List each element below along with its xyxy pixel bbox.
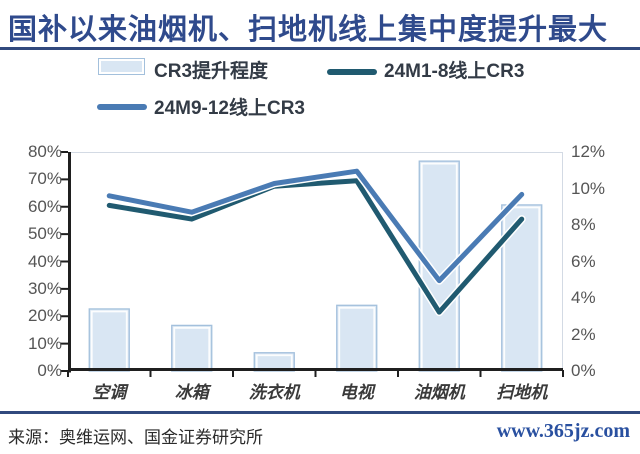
bar-空调: [88, 308, 130, 372]
y-right-tick-2%: 2%: [571, 324, 596, 344]
legend-line2-swatch: [97, 104, 147, 110]
y-left-tick-0%: 0%: [37, 361, 62, 380]
x-category-电视: 电视: [339, 383, 374, 402]
y-left-tick-40%: 40%: [27, 251, 62, 271]
x-category-洗衣机: 洗衣机: [248, 383, 300, 402]
footer-rule: [0, 411, 640, 414]
y-left-tick-80%: 80%: [27, 142, 62, 161]
x-category-空调: 空调: [92, 383, 127, 402]
y-left-tick-60%: 60%: [27, 196, 62, 216]
y-right-tick-10%: 10%: [571, 178, 606, 198]
combo-chart-plot: [61, 151, 564, 377]
site-link[interactable]: www.365jz.com: [496, 420, 630, 442]
axes: [61, 151, 564, 377]
title-underline: [0, 47, 640, 50]
legend-item-line1: 24M1-8线上CR3: [384, 61, 525, 82]
y-left-tick-20%: 20%: [27, 306, 62, 326]
legend-item-bar: CR3提升程度: [154, 61, 269, 82]
y-right-tick-4%: 4%: [571, 288, 596, 307]
y-right-tick-0%: 0%: [571, 361, 596, 380]
line-series-0: [106, 178, 525, 315]
x-category-冰箱: 冰箱: [174, 383, 209, 402]
line-series-1: [106, 168, 525, 284]
y-right-tick-6%: 6%: [571, 251, 596, 271]
x-category-扫地机: 扫地机: [496, 383, 548, 402]
page-title: 国补以来油烟机、扫地机线上集中度提升最大: [8, 14, 609, 46]
y-left-tick-30%: 30%: [27, 278, 62, 298]
y-left-tick-70%: 70%: [27, 169, 62, 189]
bar-冰箱: [171, 324, 213, 372]
legend-bar-swatch: [98, 58, 145, 75]
bars-group: [88, 160, 543, 372]
x-category-油烟机: 油烟机: [413, 383, 465, 402]
legend-item-line2: 24M9-12线上CR3: [154, 98, 305, 119]
legend-line1-swatch: [327, 69, 377, 75]
y-left-tick-10%: 10%: [27, 333, 62, 353]
y-right-tick-8%: 8%: [571, 215, 596, 234]
y-right-tick-12%: 12%: [571, 142, 606, 161]
source-note: 来源：奥维运网、国金证券研究所: [8, 428, 263, 447]
y-left-tick-50%: 50%: [27, 224, 62, 244]
bar-电视: [336, 304, 378, 372]
